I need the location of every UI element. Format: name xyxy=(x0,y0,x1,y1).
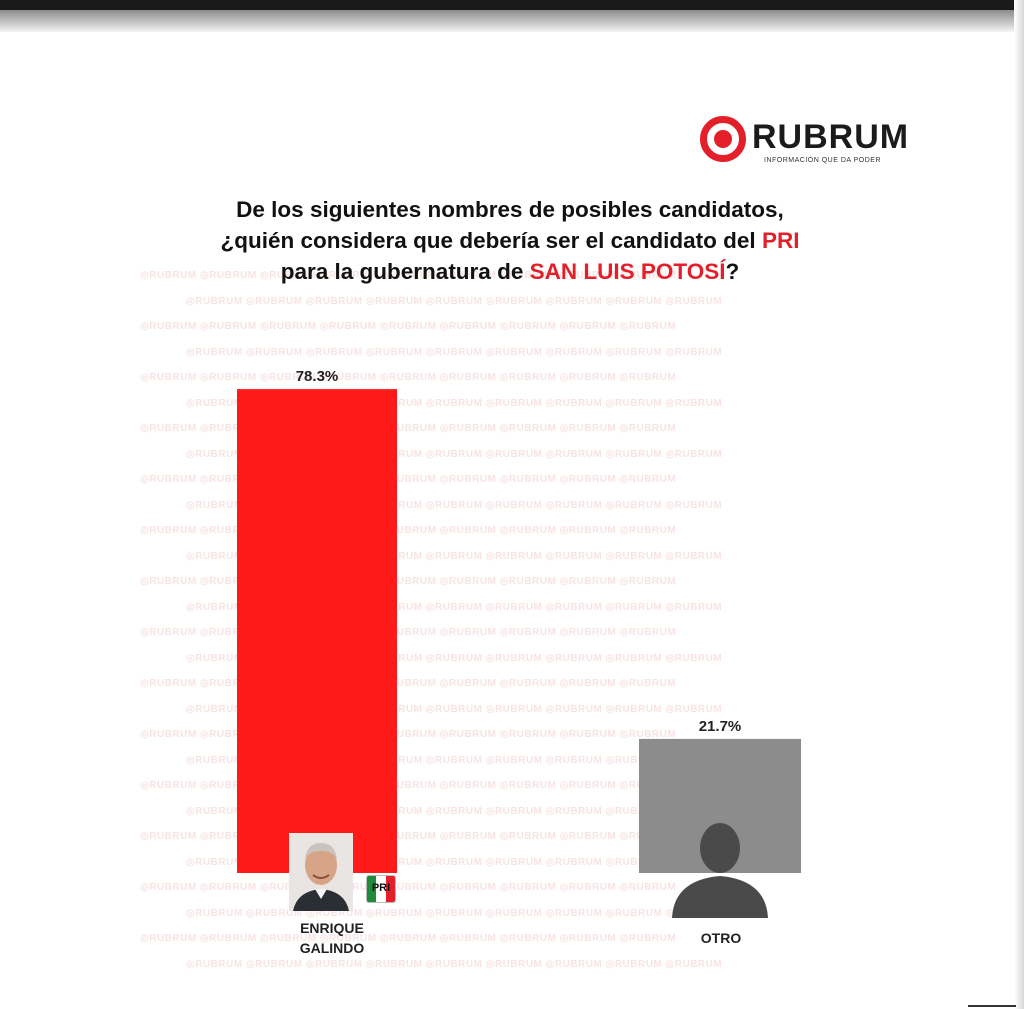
question-party-highlight: PRI xyxy=(761,228,800,253)
logo-dot-icon xyxy=(714,130,732,148)
logo-wordmark: RUBRUM xyxy=(752,118,910,156)
question-line-2-text: ¿quién considera que debería ser el cand… xyxy=(220,228,762,253)
pri-logo-icon: PRI xyxy=(366,875,396,903)
question-line-3-end: ? xyxy=(725,259,740,284)
category-label-otro: OTRO xyxy=(646,928,796,948)
bar-enrique-galindo xyxy=(237,389,397,873)
category-label-line: ENRIQUE xyxy=(300,920,364,936)
person-silhouette-icon xyxy=(672,823,768,918)
value-label: 21.7% xyxy=(699,718,742,735)
value-label: 78.3% xyxy=(296,368,339,385)
screen-top-shadow xyxy=(0,10,1024,32)
category-label-enrique-galindo: ENRIQUE GALINDO xyxy=(257,918,407,958)
question-line-2: ¿quién considera que debería ser el cand… xyxy=(120,225,900,256)
screen-top-border xyxy=(0,0,1024,10)
screen-right-edge xyxy=(1014,0,1024,1009)
category-label-line: OTRO xyxy=(700,930,742,946)
logo-ring-icon xyxy=(700,116,746,162)
question-state-highlight: SAN LUIS POTOSÍ xyxy=(529,259,726,284)
pri-logo-text: PRI xyxy=(371,882,391,894)
candidate-photo-icon xyxy=(289,833,353,911)
question-line-3: para la gubernatura de SAN LUIS POTOSÍ? xyxy=(120,256,900,287)
question-line-3-text: para la gubernatura de xyxy=(280,259,530,284)
rubrum-logo: RUBRUM INFORMACIÓN QUE DA PODER xyxy=(700,116,940,180)
category-label-line: GALINDO xyxy=(299,940,365,956)
survey-question: De los siguientes nombres de posibles ca… xyxy=(120,194,900,287)
question-line-1: De los siguientes nombres de posibles ca… xyxy=(236,197,784,222)
logo-tagline: INFORMACIÓN QUE DA PODER xyxy=(764,157,882,164)
screen-bottom-mark xyxy=(968,1005,1016,1007)
